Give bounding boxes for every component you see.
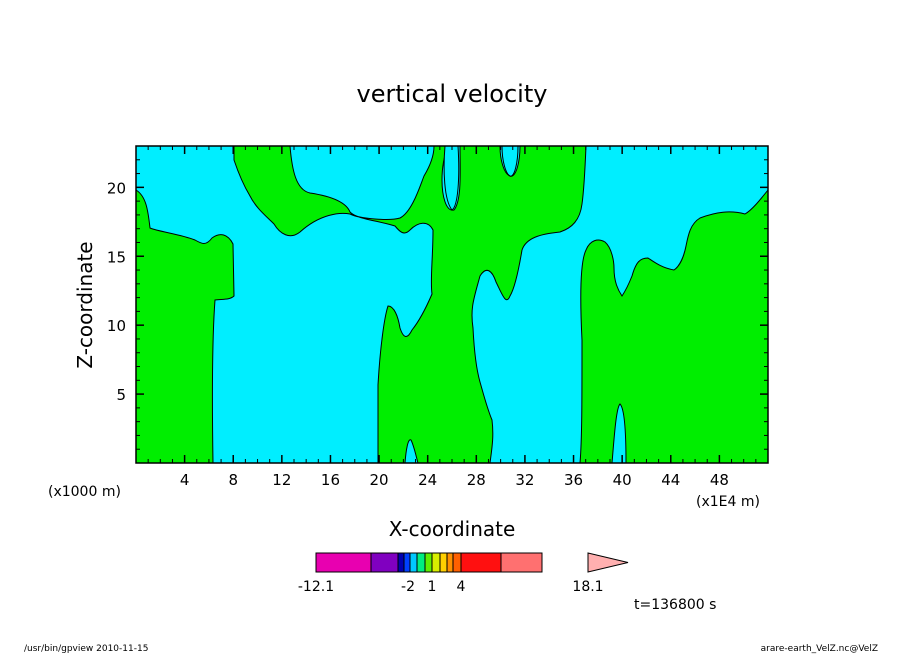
colorbar-segment xyxy=(431,552,441,573)
colorbar-segment xyxy=(500,552,543,573)
x-tick-label: 16 xyxy=(321,471,340,489)
colorbar-label: -2 xyxy=(401,579,415,595)
x-tick-label: 48 xyxy=(710,471,729,489)
colorbar-segment xyxy=(460,552,502,573)
colorbar-segment xyxy=(403,552,411,573)
colorbar-segment xyxy=(315,552,372,573)
y-tick-label: 20 xyxy=(107,179,126,197)
y-ticks: 5 10 15 20 xyxy=(107,159,768,450)
chart-title: vertical velocity xyxy=(357,80,548,108)
colorbar-segment xyxy=(446,552,454,573)
x-tick-label: 32 xyxy=(515,471,534,489)
contour-notch-top-right xyxy=(501,145,519,177)
footer-right: arare-earth_VelZ.nc@VelZ xyxy=(761,644,878,654)
colorbar xyxy=(315,552,629,573)
y-tick-label: 5 xyxy=(116,386,126,404)
colorbar-label: 18.1 xyxy=(572,579,603,595)
colorbar-segment xyxy=(452,552,462,573)
contour-region-left xyxy=(135,189,235,464)
footer-left: /usr/bin/gpview 2010-11-15 xyxy=(24,644,148,654)
y-tick-label: 15 xyxy=(107,248,126,266)
x-tick-label: 36 xyxy=(564,471,583,489)
x-axis-label: X-coordinate xyxy=(389,517,516,541)
colorbar-arrow xyxy=(587,552,629,573)
x-tick-label: 4 xyxy=(180,471,190,489)
x-tick-label: 20 xyxy=(370,471,389,489)
colorbar-segment xyxy=(397,552,405,573)
colorbar-segment xyxy=(424,552,433,573)
x-tick-label: 12 xyxy=(272,471,291,489)
colorbar-segment xyxy=(370,552,399,573)
x-unit-left: (x1000 m) xyxy=(48,484,121,500)
y-axis-label: Z-coordinate xyxy=(73,241,97,368)
x-unit-right: (x1E4 m) xyxy=(696,494,760,510)
x-tick-label: 24 xyxy=(418,471,437,489)
x-tick-label: 28 xyxy=(467,471,486,489)
x-tick-label: 40 xyxy=(613,471,632,489)
x-ticks: 4 8 12 16 20 24 28 32 36 40 44 48 xyxy=(147,146,757,489)
contour-region-right xyxy=(579,188,769,464)
colorbar-segment xyxy=(409,552,418,573)
x-tick-label: 44 xyxy=(661,471,680,489)
time-label: t=136800 s xyxy=(634,597,716,613)
colorbar-labels: -12.1 -2 1 4 18.1 xyxy=(298,579,604,595)
contour-notch-upper xyxy=(443,145,460,211)
y-tick-label: 10 xyxy=(107,317,126,335)
colorbar-segment xyxy=(416,552,426,573)
contour-region-top-center xyxy=(233,145,587,464)
colorbar-label: -12.1 xyxy=(298,579,334,595)
colorbar-label: 4 xyxy=(457,579,466,595)
colorbar-segment xyxy=(439,552,448,573)
x-tick-label: 8 xyxy=(228,471,238,489)
colorbar-label: 1 xyxy=(428,579,437,595)
